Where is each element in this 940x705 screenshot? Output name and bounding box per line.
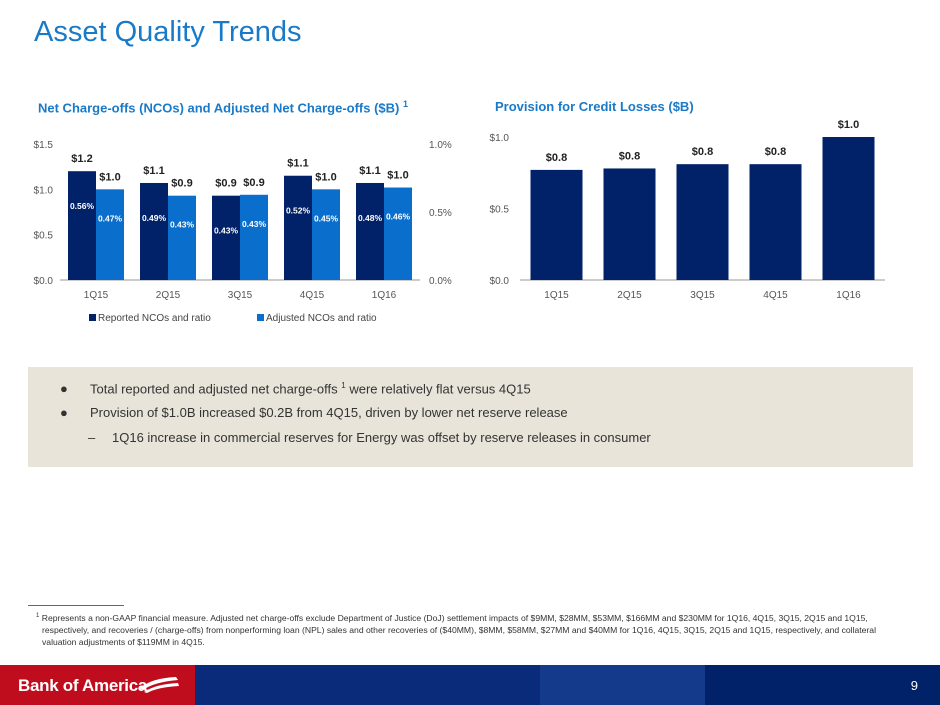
- bar: [284, 175, 312, 280]
- bar-value-label: $0.8: [546, 152, 567, 164]
- bar: [168, 195, 196, 280]
- bar: [822, 137, 875, 280]
- bar-value-label: $0.9: [243, 177, 264, 189]
- provision-chart-title: Provision for Credit Losses ($B): [495, 99, 694, 114]
- legend-label: Reported NCOs and ratio: [98, 313, 211, 324]
- footer-bar: Bank of America 9: [0, 665, 940, 705]
- bar-value-label: $0.8: [619, 150, 640, 162]
- legend-swatch: [89, 314, 96, 321]
- footnote: 1 Represents a non-GAAP financial measur…: [28, 610, 898, 648]
- bar-value-label: $1.0: [387, 170, 408, 182]
- provision-chart: $0.0 $0.5 $1.0 $0.8 1Q15 $0.8 2Q15 $0.8 3Q15 $0.8…: [490, 119, 885, 301]
- y-tick-label: $0.0: [34, 276, 54, 287]
- x-tick-label: 3Q15: [690, 290, 715, 301]
- y-tick-label: $1.0: [34, 185, 54, 196]
- nco-chart-title: Net Charge-offs (NCOs) and Adjusted Net …: [38, 99, 408, 115]
- bullet-dot-icon: ●: [60, 381, 68, 396]
- bar-ratio-label: 0.52%: [286, 206, 311, 216]
- bar-ratio-label: 0.43%: [242, 219, 267, 229]
- nco-chart-title-text: Net Charge-offs (NCOs) and Adjusted Net …: [38, 100, 400, 116]
- y2-tick-label: 1.0%: [429, 140, 452, 151]
- bar-value-label: $0.8: [765, 146, 786, 158]
- y2-tick-label: 0.0%: [429, 276, 452, 287]
- legend-swatch: [257, 314, 264, 321]
- bullet-text: Total reported and adjusted net charge-o…: [90, 381, 338, 397]
- bar: [68, 171, 96, 280]
- bar-ratio-label: 0.56%: [70, 201, 95, 211]
- nco-chart-title-footnote-marker: 1: [403, 99, 409, 109]
- bar: [240, 194, 268, 280]
- bullet-footnote-marker: 1: [341, 381, 346, 390]
- bar-value-label: $1.1: [287, 158, 308, 170]
- bar-value-label: $1.0: [99, 171, 120, 183]
- bar: [356, 182, 384, 280]
- footnote-marker: 1: [36, 613, 40, 619]
- bar-value-label: $1.1: [143, 165, 164, 177]
- y-tick-label: $1.5: [34, 140, 54, 151]
- footer-stripe: [540, 665, 705, 705]
- x-tick-label: 4Q15: [763, 290, 788, 301]
- summary-box: ● Total reported and adjusted net charge…: [28, 367, 913, 467]
- bar: [384, 187, 412, 280]
- bar: [312, 189, 340, 280]
- x-tick-label: 1Q15: [544, 290, 569, 301]
- brand-logo-text: Bank of America: [18, 676, 148, 695]
- page-title: Asset Quality Trends: [34, 16, 302, 48]
- bullet-text-wrap: Total reported and adjusted net charge-o…: [90, 381, 531, 396]
- bar: [212, 195, 240, 280]
- y2-tick-label: 0.5%: [429, 208, 452, 219]
- y-tick-label: $0.5: [490, 205, 510, 216]
- y-tick-label: $0.5: [34, 231, 54, 242]
- bar: [749, 164, 802, 280]
- bar-ratio-label: 0.49%: [142, 213, 167, 223]
- nco-chart: $0.0 $0.5 $1.0 $1.5 0.0% 0.5% 1.0% 1Q15 $1.2 0.56…: [34, 140, 452, 324]
- bullet-text: Provision of $1.0B increased $0.2B from …: [90, 405, 568, 420]
- dash-icon: –: [88, 430, 96, 445]
- bar: [140, 182, 168, 280]
- bar-ratio-label: 0.45%: [314, 213, 339, 223]
- x-tick-label: 3Q15: [228, 290, 253, 301]
- bar-value-label: $0.9: [171, 178, 192, 190]
- x-tick-label: 4Q15: [300, 290, 325, 301]
- x-tick-label: 2Q15: [617, 290, 642, 301]
- x-tick-label: 1Q16: [372, 290, 397, 301]
- bar-ratio-label: 0.48%: [358, 213, 383, 223]
- bar: [96, 189, 124, 280]
- bar-value-label: $0.9: [215, 178, 236, 190]
- bar: [603, 168, 656, 280]
- footnote-divider: [28, 605, 124, 606]
- bar-value-label: $1.0: [838, 119, 859, 131]
- bar-ratio-label: 0.43%: [214, 226, 239, 236]
- bar-value-label: $1.0: [315, 171, 336, 183]
- x-tick-label: 2Q15: [156, 290, 181, 301]
- bar: [676, 164, 729, 280]
- x-tick-label: 1Q15: [84, 290, 109, 301]
- bullet-text-tail: were relatively flat versus 4Q15: [349, 381, 531, 397]
- bar: [530, 169, 583, 280]
- legend-label: Adjusted NCOs and ratio: [266, 313, 377, 324]
- y-tick-label: $1.0: [490, 133, 510, 144]
- bar-value-label: $0.8: [692, 146, 713, 158]
- bar-value-label: $1.1: [359, 165, 380, 177]
- sub-bullet-text: 1Q16 increase in commercial reserves for…: [112, 430, 651, 445]
- bar-ratio-label: 0.43%: [170, 220, 195, 230]
- y-tick-label: $0.0: [490, 276, 510, 287]
- bar-value-label: $1.2: [71, 153, 92, 165]
- bar-ratio-label: 0.47%: [98, 213, 123, 223]
- x-tick-label: 1Q16: [836, 290, 861, 301]
- bar-ratio-label: 0.46%: [386, 212, 411, 222]
- flag-logo-icon: [140, 677, 179, 693]
- footnote-text: Represents a non-GAAP financial measure.…: [41, 612, 876, 647]
- page-number: 9: [910, 678, 918, 693]
- footer-stripe: [195, 665, 540, 705]
- bullet-dot-icon: ●: [60, 405, 68, 420]
